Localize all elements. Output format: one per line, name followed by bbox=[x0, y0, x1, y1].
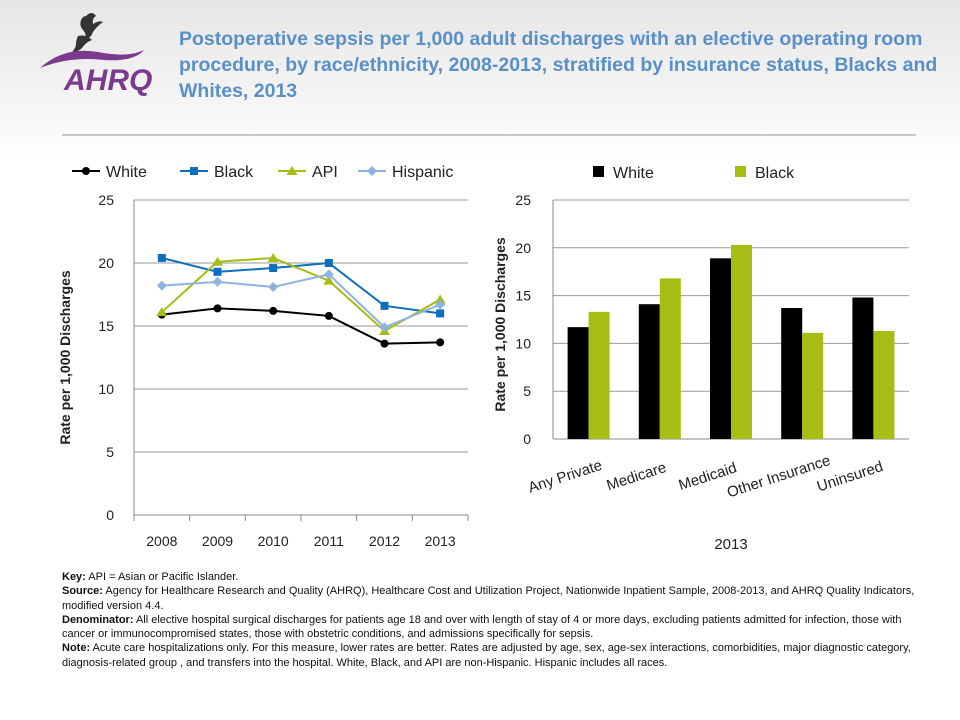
data-point bbox=[380, 301, 389, 310]
x-tick-label: 2010 bbox=[258, 533, 289, 549]
source-note: Source: Agency for Healthcare Research a… bbox=[62, 585, 915, 612]
bar-chart-svg: 0 5 10 15 20 25 Rate per 1,000 Discharges Any P… bbox=[492, 165, 909, 553]
legend-item-white: White bbox=[72, 164, 147, 181]
legend-label: White bbox=[613, 165, 654, 182]
footnotes: Key: API = Asian or Pacific Islander. So… bbox=[62, 570, 922, 670]
ahrq-logo: AHRQ bbox=[34, 6, 154, 98]
page-title: Postoperative sepsis per 1,000 adult dis… bbox=[179, 28, 938, 102]
series-api bbox=[156, 252, 446, 336]
x-category-label: Any Private bbox=[526, 457, 604, 497]
line-chart-svg: 0 5 10 15 20 25 2008 2009 2010 2011 2012 2013 Rate p… bbox=[57, 164, 469, 549]
y-tick-label: 0 bbox=[106, 507, 114, 523]
legend-marker bbox=[190, 167, 198, 175]
y-tick-label: 25 bbox=[98, 192, 114, 208]
y-axis-title: Rate per 1,000 Discharges bbox=[57, 270, 73, 445]
legend-marker bbox=[286, 166, 298, 175]
hhs-eagle-icon: AHRQ bbox=[40, 13, 152, 97]
y-tick-label: 25 bbox=[515, 192, 531, 208]
y-tick-label: 20 bbox=[515, 240, 531, 256]
data-point bbox=[268, 281, 279, 292]
data-point bbox=[269, 264, 278, 273]
legend-swatch bbox=[735, 166, 746, 177]
legend-item-black: Black bbox=[735, 165, 795, 182]
data-point bbox=[379, 322, 390, 333]
x-tick-label: 2013 bbox=[425, 533, 456, 549]
general-note: Note: Acute care hospitalizations only. … bbox=[62, 642, 911, 669]
legend-label: White bbox=[106, 164, 147, 181]
bar-white bbox=[781, 308, 803, 439]
series-line bbox=[161, 256, 441, 315]
bar-black bbox=[588, 311, 610, 439]
bar-white bbox=[638, 304, 660, 439]
data-point bbox=[436, 309, 445, 318]
series-line bbox=[161, 256, 441, 333]
series-line bbox=[161, 307, 441, 345]
x-category-label: Other Insurance bbox=[725, 452, 833, 501]
divider bbox=[62, 134, 916, 136]
legend-item-hispanic: Hispanic bbox=[358, 164, 453, 181]
data-point bbox=[212, 276, 223, 287]
y-tick-label: 15 bbox=[515, 288, 531, 304]
y-tick-label: 5 bbox=[106, 444, 114, 460]
bar-black bbox=[873, 330, 895, 439]
data-point bbox=[157, 253, 166, 262]
bar-black bbox=[731, 244, 752, 439]
key-note: Key: API = Asian or Pacific Islander. bbox=[62, 571, 239, 583]
data-point bbox=[213, 304, 222, 313]
data-point bbox=[156, 307, 168, 317]
legend-swatch bbox=[593, 166, 604, 177]
legend-item-api: API bbox=[278, 164, 338, 181]
data-point bbox=[324, 259, 333, 267]
bar-black bbox=[659, 278, 681, 439]
y-tick-label: 20 bbox=[98, 255, 114, 271]
data-point bbox=[436, 338, 445, 347]
x-category-label: Medicare bbox=[604, 459, 668, 494]
legend-label: API bbox=[312, 164, 338, 181]
series-line bbox=[161, 273, 441, 329]
y-axis-title: Rate per 1,000 Discharges bbox=[492, 237, 508, 412]
series-white bbox=[157, 304, 445, 348]
data-point bbox=[156, 280, 167, 291]
bar-white bbox=[710, 258, 731, 439]
data-point bbox=[212, 256, 223, 266]
legend-label: Black bbox=[755, 165, 795, 182]
logo-text: AHRQ bbox=[63, 64, 152, 97]
bar-white bbox=[567, 327, 589, 439]
data-point bbox=[323, 275, 335, 285]
x-tick-label: 2012 bbox=[369, 533, 400, 549]
series-hispanic bbox=[156, 269, 446, 333]
x-tick-label: 2011 bbox=[314, 533, 344, 549]
denominator-note: Denominator: All elective hospital surgi… bbox=[62, 613, 902, 641]
y-tick-label: 0 bbox=[523, 431, 531, 447]
x-tick-label: 2009 bbox=[202, 533, 233, 549]
data-point bbox=[380, 339, 389, 348]
data-point bbox=[213, 267, 222, 276]
y-tick-label: 10 bbox=[98, 381, 114, 397]
data-point bbox=[434, 294, 446, 304]
legend-marker bbox=[367, 166, 377, 176]
legend-item-white: White bbox=[593, 165, 654, 182]
legend-label: Black bbox=[214, 164, 254, 181]
y-tick-label: 10 bbox=[515, 335, 531, 351]
bar-chart: 0 5 10 15 20 25 Rate per 1,000 Discharges Any P… bbox=[485, 150, 935, 560]
line-chart: 0 5 10 15 20 25 2008 2009 2010 2011 2012 2013 Rate p… bbox=[50, 150, 480, 560]
data-point bbox=[267, 252, 279, 262]
x-tick-label: 2008 bbox=[146, 533, 177, 549]
bar-black bbox=[802, 332, 824, 439]
bar-white bbox=[852, 297, 874, 439]
legend-item-black: Black bbox=[180, 164, 254, 181]
x-axis-title: 2013 bbox=[714, 536, 747, 553]
data-point bbox=[324, 311, 333, 320]
data-point bbox=[323, 269, 334, 280]
legend-label: Hispanic bbox=[392, 164, 453, 181]
y-tick-label: 5 bbox=[523, 383, 531, 399]
data-point bbox=[435, 299, 446, 310]
data-point bbox=[269, 306, 278, 315]
y-tick-label: 15 bbox=[98, 318, 114, 334]
legend-marker bbox=[82, 167, 90, 175]
